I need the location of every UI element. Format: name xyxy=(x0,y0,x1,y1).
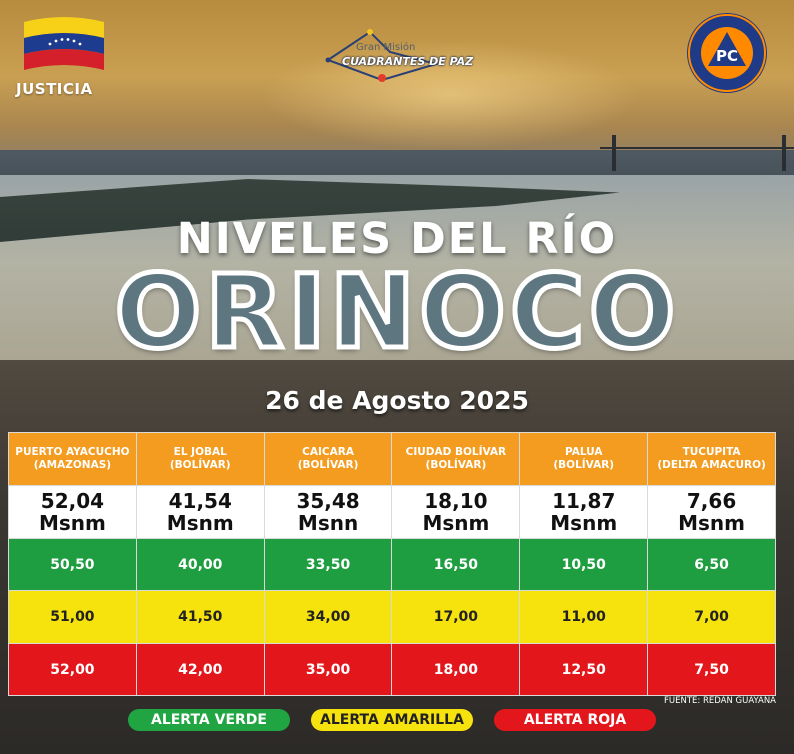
red-alert-row: 52,00 42,00 35,00 18,00 12,50 7,50 xyxy=(8,643,776,696)
bridge-tower xyxy=(612,135,616,171)
station-name: TUCUPITA xyxy=(682,446,741,458)
level-value: 35,48 xyxy=(296,489,360,513)
station-header: PUERTO AYACUCHO (AMAZONAS) xyxy=(8,432,137,486)
station-region: (BOLÍVAR) xyxy=(297,459,359,471)
yellow-threshold-cell: 7,00 xyxy=(647,590,776,644)
station-region: (AMAZONAS) xyxy=(33,459,112,471)
green-threshold-cell: 50,50 xyxy=(8,538,137,591)
current-level-cell: 18,10 Msnm xyxy=(391,485,521,539)
level-unit: Msnm xyxy=(550,511,618,535)
current-level-cell: 7,66 Msnm xyxy=(647,485,776,539)
current-level-row: 52,04 Msnm 41,54 Msnm 35,48 Msnn 18,10 Msnm … xyxy=(8,485,776,539)
yellow-threshold-cell: 11,00 xyxy=(519,590,649,644)
station-header: PALUA (BOLÍVAR) xyxy=(519,432,649,486)
green-threshold-cell: 6,50 xyxy=(647,538,776,591)
level-unit: Msnm xyxy=(678,511,746,535)
station-header: CAICARA (BOLÍVAR) xyxy=(263,432,393,486)
bridge-tower xyxy=(782,135,786,171)
green-threshold-cell: 40,00 xyxy=(135,538,265,591)
proteccion-civil-logo-icon: PC xyxy=(687,13,767,93)
table-header-row: PUERTO AYACUCHO (AMAZONAS) EL JOBAL (BOLÍV… xyxy=(8,432,776,486)
red-threshold-cell: 35,00 xyxy=(263,643,393,696)
station-name: PUERTO AYACUCHO xyxy=(15,446,130,458)
bridge xyxy=(600,147,794,149)
red-threshold-cell: 52,00 xyxy=(8,643,137,696)
level-value: 7,66 xyxy=(686,489,737,513)
yellow-threshold-cell: 41,50 xyxy=(135,590,265,644)
cuadrantes-de-paz-logo-icon xyxy=(325,29,440,82)
yellow-alert-row: 51,00 41,50 34,00 17,00 11,00 7,00 xyxy=(8,590,776,644)
current-level-cell: 41,54 Msnm xyxy=(135,485,265,539)
current-level-cell: 52,04 Msnm xyxy=(8,485,137,539)
legend-yellow-alert: ALERTA AMARILLA xyxy=(311,709,473,731)
yellow-threshold-cell: 51,00 xyxy=(8,590,137,644)
mision-small-label: Gran Misión xyxy=(356,42,416,53)
yellow-threshold-cell: 34,00 xyxy=(263,590,393,644)
green-threshold-cell: 16,50 xyxy=(391,538,521,591)
red-threshold-cell: 18,00 xyxy=(391,643,521,696)
level-value: 52,04 xyxy=(40,489,105,513)
station-name: PALUA xyxy=(564,446,603,458)
current-level-cell: 11,87 Msnm xyxy=(519,485,649,539)
sun-glow xyxy=(260,40,640,150)
level-unit: Msnm xyxy=(422,511,490,535)
source-note: FUENTE: REDAN GUAYANA xyxy=(664,696,776,706)
justicia-label: JUSTICIA xyxy=(16,80,93,98)
page-title: NIVELES DEL RÍO xyxy=(176,214,618,264)
level-unit: Msnn xyxy=(297,511,359,535)
green-threshold-cell: 33,50 xyxy=(263,538,393,591)
report-date: 26 de Agosto 2025 xyxy=(265,386,529,415)
legend-red-alert: ALERTA ROJA xyxy=(494,709,656,731)
station-region: (DELTA AMACURO) xyxy=(657,459,766,471)
station-region: (BOLÍVAR) xyxy=(425,459,487,471)
venezuela-flag-icon xyxy=(24,17,104,70)
level-unit: Msnm xyxy=(166,511,234,535)
station-header: CIUDAD BOLÍVAR (BOLÍVAR) xyxy=(391,432,521,486)
station-name: EL JOBAL xyxy=(173,446,227,458)
station-name: CIUDAD BOLÍVAR xyxy=(405,446,507,458)
pc-logo-text: PC xyxy=(716,47,738,65)
legend-green-alert: ALERTA VERDE xyxy=(128,709,290,731)
current-level-cell: 35,48 Msnn xyxy=(263,485,393,539)
level-value: 18,10 xyxy=(424,489,488,513)
station-header: TUCUPITA (DELTA AMACURO) xyxy=(647,432,776,486)
level-value: 41,54 xyxy=(168,489,232,513)
river-levels-table: PUERTO AYACUCHO (AMAZONAS) EL JOBAL (BOLÍV… xyxy=(8,432,776,696)
yellow-threshold-cell: 17,00 xyxy=(391,590,521,644)
mision-title: CUADRANTES DE PAZ xyxy=(342,55,474,68)
red-threshold-cell: 12,50 xyxy=(519,643,649,696)
green-alert-row: 50,50 40,00 33,50 16,50 10,50 6,50 xyxy=(8,538,776,591)
station-region: (BOLÍVAR) xyxy=(553,459,615,471)
red-threshold-cell: 42,00 xyxy=(135,643,265,696)
station-region: (BOLÍVAR) xyxy=(169,459,231,471)
station-header: EL JOBAL (BOLÍVAR) xyxy=(135,432,265,486)
station-name: CAICARA xyxy=(302,446,354,458)
red-threshold-cell: 7,50 xyxy=(647,643,776,696)
level-unit: Msnm xyxy=(38,511,106,535)
level-value: 11,87 xyxy=(552,489,616,513)
river-name-title: ORINOCO xyxy=(112,253,680,372)
green-threshold-cell: 10,50 xyxy=(519,538,649,591)
